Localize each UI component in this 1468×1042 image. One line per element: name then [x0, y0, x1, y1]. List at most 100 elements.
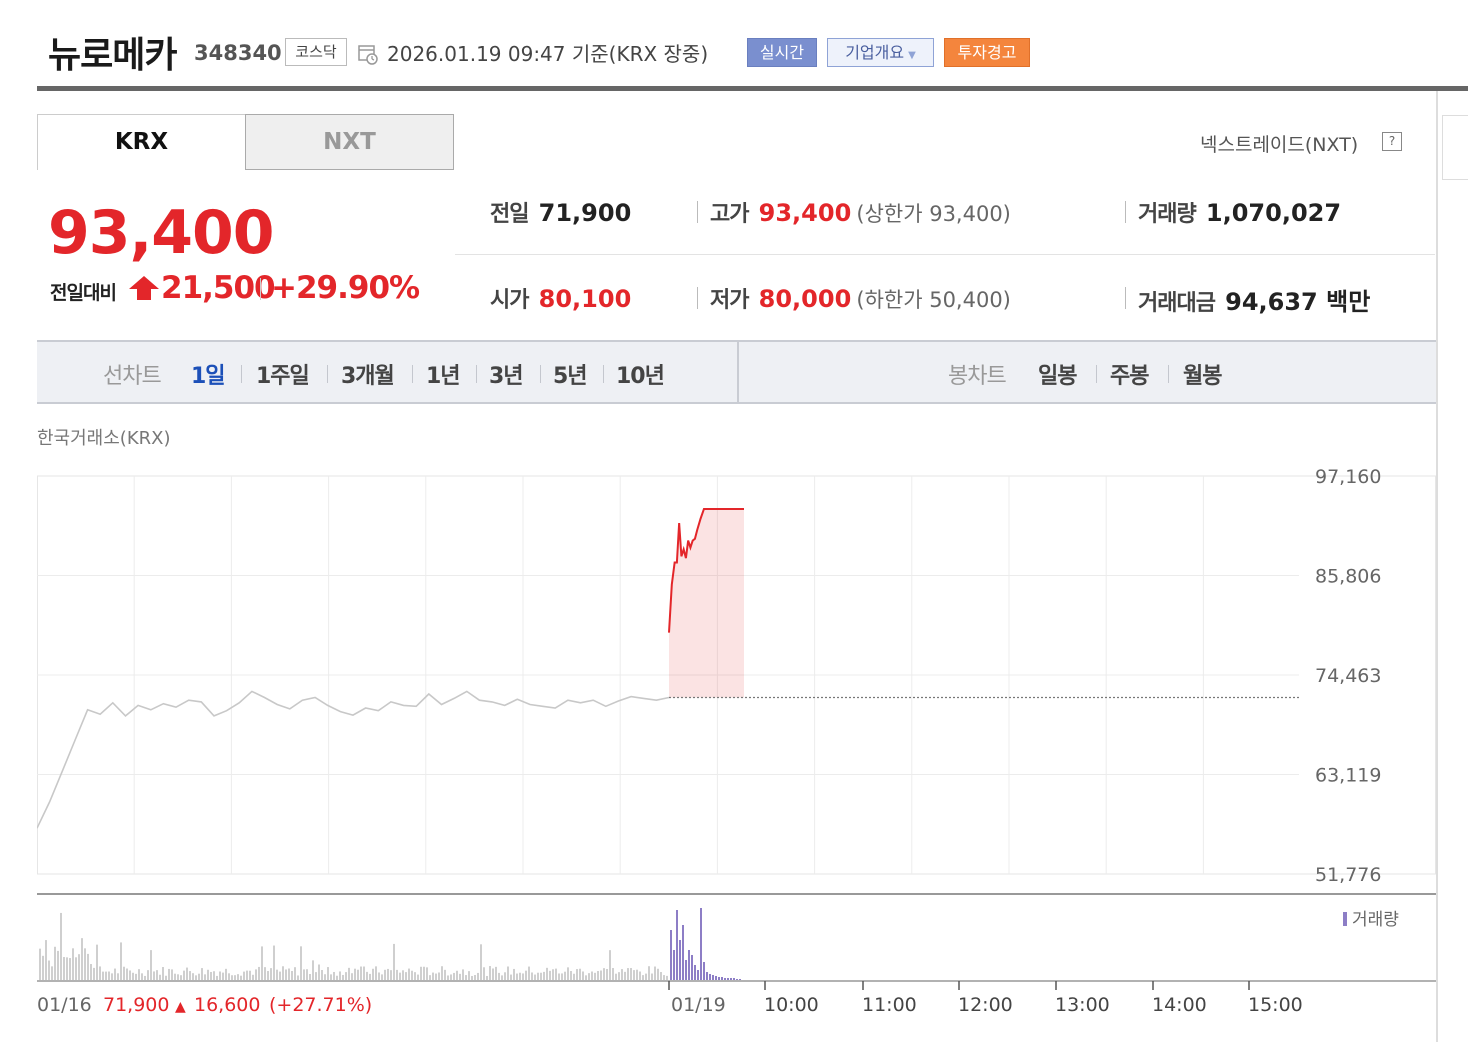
volume-bar-prev: [93, 967, 95, 980]
volume-bar-prev: [261, 946, 263, 980]
volume-bar-prev: [366, 971, 368, 980]
candle-monthly[interactable]: 월봉: [1183, 364, 1222, 389]
volume-bar-prev: [540, 972, 542, 980]
volume-bar-prev: [447, 975, 449, 980]
period-5y[interactable]: 5년: [553, 364, 588, 389]
volume-bar-prev: [495, 966, 497, 980]
stock-code: 348340: [194, 41, 282, 65]
price-chart[interactable]: 97,160 85,806 74,463 63,119 51,776 거래량 01/19…: [37, 460, 1436, 1042]
current-price: 93,400: [48, 198, 275, 268]
period-1y[interactable]: 1년: [426, 364, 461, 389]
stat-separator: [697, 201, 698, 223]
volume-label: 거래량: [1138, 202, 1197, 227]
volume-bar-prev: [450, 974, 452, 980]
volume-bar-prev: [114, 968, 116, 980]
investment-warning-badge: 투자경고: [944, 38, 1030, 67]
x-tick-label: 11:00: [862, 994, 917, 1016]
volume-bar-prev: [510, 974, 512, 980]
candle-daily[interactable]: 일봉: [1038, 364, 1077, 389]
volume-bar-prev: [369, 973, 371, 980]
trade-value: 94,637 백만: [1225, 288, 1371, 316]
volume-bar-prev: [306, 969, 308, 980]
volume-bar-prev: [435, 973, 437, 980]
help-icon[interactable]: ?: [1382, 132, 1402, 151]
volume-bar-prev: [264, 967, 266, 980]
volume-bar-today: [685, 960, 687, 980]
open-label: 시가: [490, 288, 529, 313]
volume-bar-prev: [393, 943, 395, 980]
volume-bar-prev: [180, 975, 182, 980]
volume-bar-prev: [249, 970, 251, 980]
volume-bar-prev: [585, 975, 587, 980]
volume-bar-prev: [315, 972, 317, 980]
volume-bar-prev: [477, 972, 479, 980]
stat-volume: 거래량 1,070,027: [1138, 196, 1341, 228]
prev-close-label: 전일: [490, 202, 529, 227]
volume-bar-prev: [120, 942, 122, 980]
volume-bar-today: [739, 979, 741, 980]
tab-nxt[interactable]: NXT: [245, 114, 454, 170]
x-tick-label: 01/19: [671, 994, 726, 1016]
company-overview-dropdown[interactable]: 기업개요 ▼: [827, 38, 934, 67]
volume-bar-prev: [555, 968, 557, 980]
stat-separator: [1125, 287, 1126, 309]
volume-bar-prev: [372, 968, 374, 980]
volume-bar-prev: [588, 973, 590, 980]
volume-bar-prev: [504, 972, 506, 980]
volume-bar-prev: [408, 968, 410, 980]
volume-bar-prev: [426, 967, 428, 980]
period-3m[interactable]: 3개월: [341, 364, 395, 389]
volume-bar-prev: [615, 973, 617, 980]
volume-bar-prev: [198, 973, 200, 980]
volume-bar-prev: [189, 971, 191, 980]
volume-bar-prev: [471, 975, 473, 980]
period-1w[interactable]: 1주일: [256, 364, 310, 389]
volume-bar-prev: [111, 973, 113, 980]
calendar-clock-icon: [358, 45, 378, 65]
realtime-button[interactable]: 실시간: [747, 38, 817, 67]
volume-bar-prev: [201, 968, 203, 980]
volume-bar-prev: [276, 969, 278, 980]
volume-bar-prev: [330, 974, 332, 980]
period-3y[interactable]: 3년: [489, 364, 524, 389]
volume-bar-prev: [666, 975, 668, 980]
volume-legend-swatch: [1343, 912, 1347, 926]
period-10y[interactable]: 10년: [616, 364, 665, 389]
period-separator: [476, 365, 477, 383]
stat-high: 고가 93,400 (상한가 93,400): [710, 196, 1011, 228]
volume-bar-prev: [549, 970, 551, 980]
volume-bar-prev: [411, 970, 413, 980]
today-series: [668, 507, 744, 633]
volume-bar-prev: [465, 975, 467, 980]
volume-bar-prev: [66, 957, 68, 980]
volume-bar-prev: [396, 969, 398, 980]
volume-bar-prev: [375, 966, 377, 980]
volume-bar-prev: [336, 975, 338, 980]
x-tick-label: 13:00: [1055, 994, 1110, 1016]
nxt-link[interactable]: 넥스트레이드(NXT): [1200, 134, 1359, 156]
volume-bar-prev: [186, 967, 188, 980]
y-tick-label: 63,119: [1315, 765, 1381, 787]
volume-bar-today: [706, 972, 708, 980]
volume-bar-prev: [51, 966, 53, 980]
volume-bar-prev: [81, 938, 83, 980]
volume-bar-prev: [204, 974, 206, 980]
volume-bar-prev: [561, 973, 563, 980]
volume-bar-prev: [171, 969, 173, 980]
volume-bar-prev: [177, 974, 179, 980]
volume-bar-prev: [630, 968, 632, 980]
volume-bar-prev: [429, 975, 431, 980]
volume-bar-prev: [378, 972, 380, 980]
volume-bar-prev: [57, 950, 59, 980]
period-1d[interactable]: 1일: [191, 364, 226, 389]
volume-bar-prev: [183, 970, 185, 980]
volume-bar-prev: [288, 968, 290, 980]
exchange-label: 한국거래소(KRX): [37, 428, 171, 449]
volume-bar-prev: [345, 972, 347, 980]
tab-krx[interactable]: KRX: [37, 114, 246, 170]
period-selector-bar: [37, 340, 1436, 404]
up-triangle-icon: ▲: [175, 999, 186, 1015]
volume-bar-prev: [321, 970, 323, 980]
volume-bar-prev: [303, 969, 305, 980]
candle-weekly[interactable]: 주봉: [1110, 364, 1149, 389]
